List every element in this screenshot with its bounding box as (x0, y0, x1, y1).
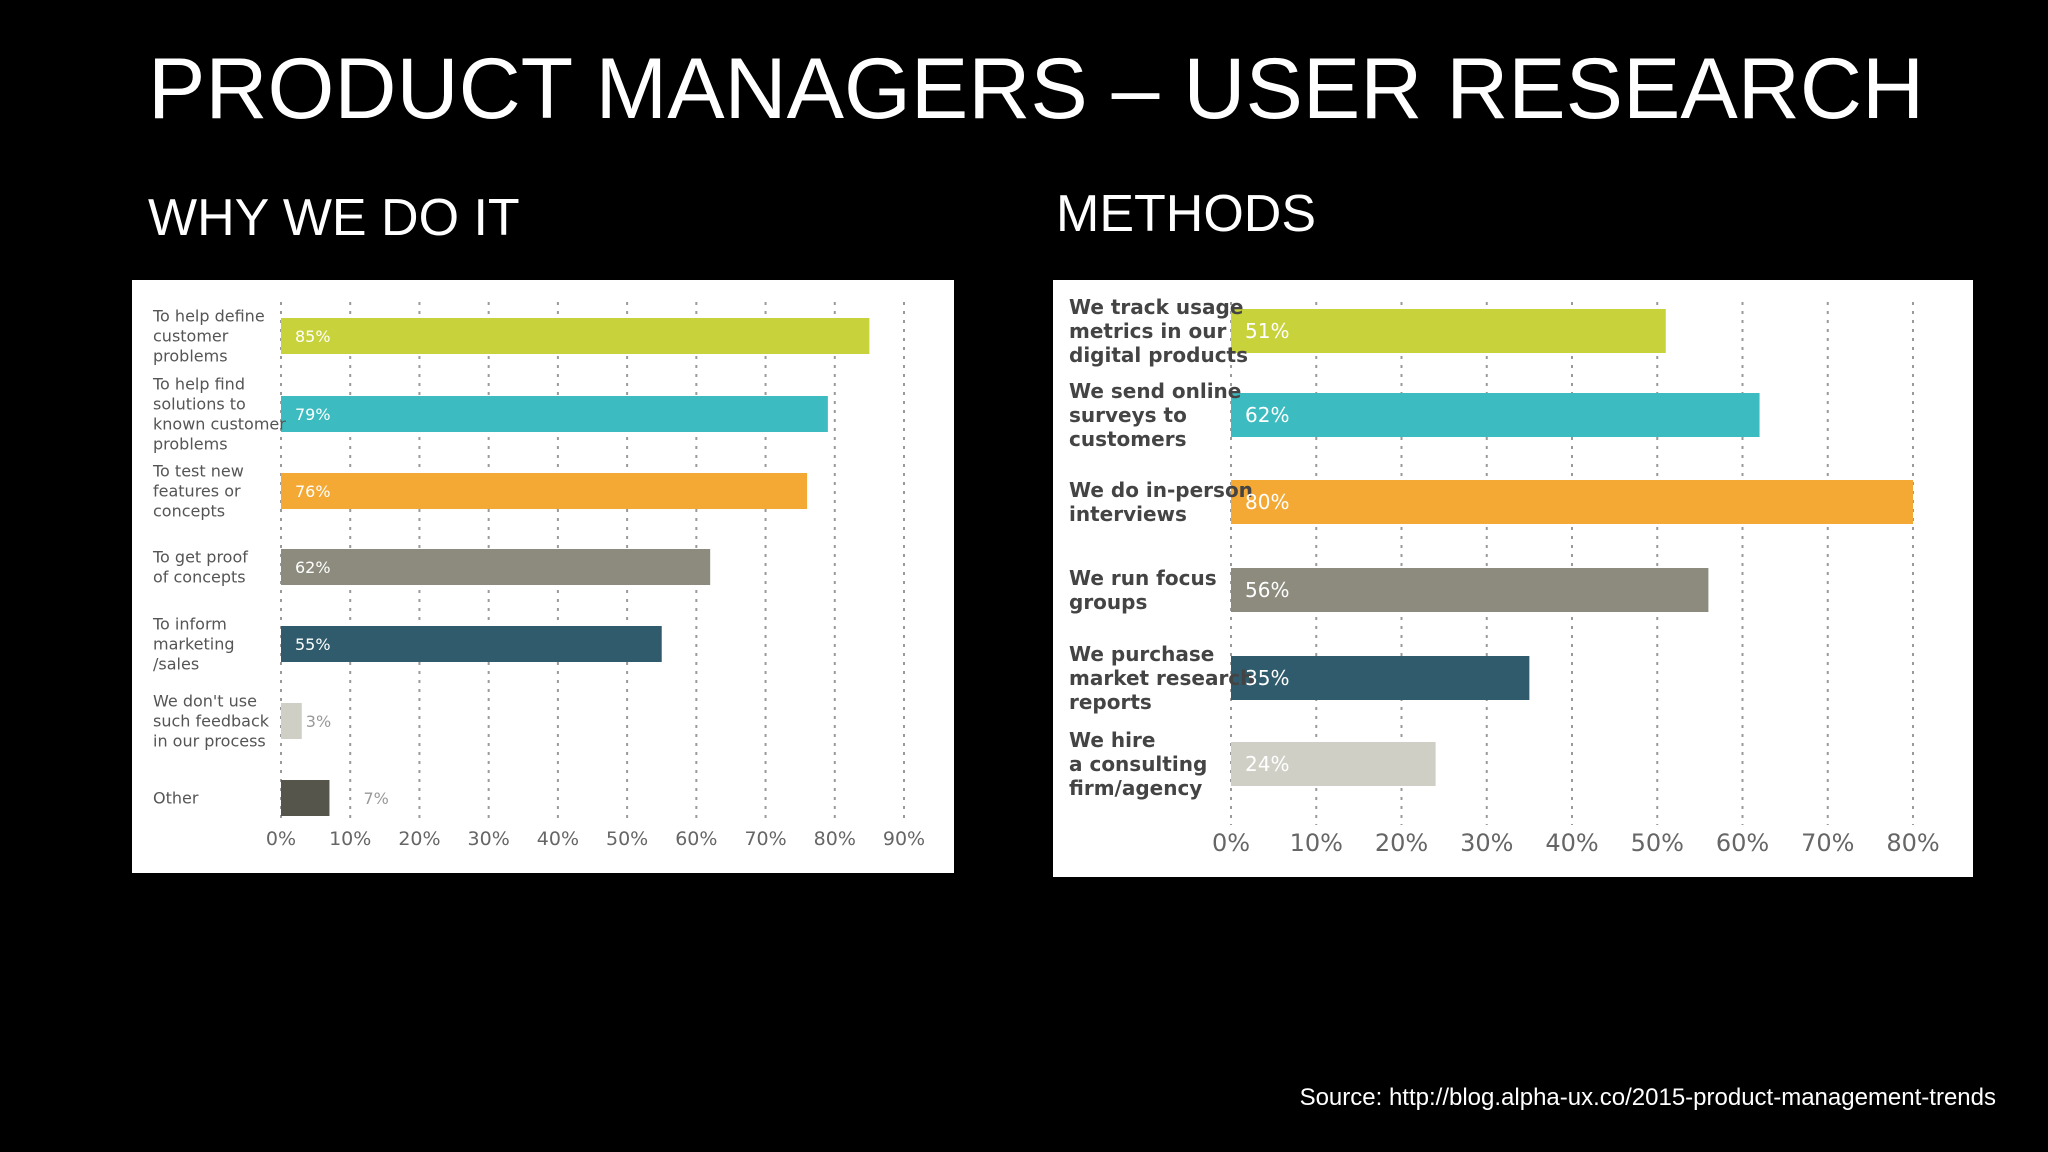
value-label: 76% (295, 482, 331, 501)
category-label: features or (153, 482, 241, 501)
bar (281, 626, 662, 662)
category-label: in our process (153, 732, 266, 751)
bar (1231, 480, 1913, 524)
category-label: Other (153, 789, 199, 808)
bar (281, 473, 808, 509)
category-label: market research (1069, 666, 1254, 690)
category-label: digital products (1069, 343, 1248, 367)
category-label: surveys to (1069, 403, 1187, 427)
category-label: problems (153, 435, 228, 454)
category-label: We track usage (1069, 295, 1243, 319)
x-tick-label: 60% (1716, 829, 1769, 857)
bar (1231, 309, 1666, 353)
category-label: To help define (152, 307, 265, 326)
category-label: a consulting (1069, 752, 1207, 776)
x-tick-label: 80% (1886, 829, 1939, 857)
bar (1231, 393, 1760, 437)
x-tick-label: 50% (606, 828, 648, 850)
methods-bar-chart: 0% 10% 20% 30% 40% 50% 60% 70% 80% We track usage… (1069, 295, 1940, 857)
x-tick-label: 70% (1801, 829, 1854, 857)
bar (281, 318, 870, 354)
bar (281, 396, 828, 432)
category-label: problems (153, 347, 228, 366)
x-tick-label: 30% (468, 828, 510, 850)
why-bar-chart: 0% 10% 20% 30% 40% 50% 60% 70% 80% 90% To help def… (152, 302, 925, 850)
category-label: We do in-person (1069, 478, 1253, 502)
category-label: such feedback (153, 712, 270, 731)
bar (281, 549, 711, 585)
value-label: 24% (1245, 752, 1289, 776)
x-tick-label: 20% (1375, 829, 1428, 857)
source-note: Source: http://blog.alpha-ux.co/2015-pro… (1299, 1084, 1996, 1111)
x-tick-label: 0% (1212, 829, 1250, 857)
category-label: of concepts (153, 568, 246, 587)
value-label: 80% (1245, 490, 1289, 514)
category-label: interviews (1069, 502, 1187, 526)
value-label: 56% (1245, 578, 1289, 602)
value-label: 62% (295, 558, 331, 577)
value-label: 62% (1245, 403, 1289, 427)
slide-title: PRODUCT MANAGERS – USER RESEARCH (148, 41, 1925, 137)
x-tick-label: 20% (398, 828, 440, 850)
x-tick-label: 0% (266, 828, 296, 850)
x-tick-label: 80% (814, 828, 856, 850)
value-label: 51% (1245, 319, 1289, 343)
category-label: marketing (153, 635, 235, 654)
bar (1231, 742, 1436, 786)
x-tick-label: 10% (329, 828, 371, 850)
category-label: We don't use (153, 692, 257, 711)
bar (281, 703, 302, 739)
category-label: concepts (153, 502, 225, 521)
category-label: We hire (1069, 728, 1155, 752)
category-label: known customer (153, 415, 286, 434)
right-section-heading: METHODS (1056, 185, 1316, 243)
x-tick-label: 60% (675, 828, 717, 850)
category-label: To inform (152, 615, 227, 634)
x-tick-label: 90% (883, 828, 925, 850)
category-label: customers (1069, 427, 1186, 451)
value-label: 7% (363, 789, 388, 808)
category-label: /sales (153, 655, 199, 674)
category-label: firm/agency (1069, 776, 1202, 800)
x-tick-label: 10% (1290, 829, 1343, 857)
bar (1231, 568, 1709, 612)
category-label: metrics in our (1069, 319, 1226, 343)
category-label: To test new (152, 462, 244, 481)
x-tick-label: 40% (537, 828, 579, 850)
x-tick-label: 70% (744, 828, 786, 850)
category-label: To get proof (152, 548, 248, 567)
left-section-heading: WHY WE DO IT (148, 189, 520, 247)
value-label: 3% (306, 712, 331, 731)
category-label: solutions to (153, 395, 246, 414)
value-label: 85% (295, 327, 331, 346)
category-label: customer (153, 327, 229, 346)
bar (1231, 656, 1530, 700)
value-label: 35% (1245, 666, 1289, 690)
x-tick-label: 30% (1460, 829, 1513, 857)
category-label: We run focus (1069, 566, 1217, 590)
x-tick-label: 40% (1545, 829, 1598, 857)
value-label: 55% (295, 635, 331, 654)
category-label: reports (1069, 690, 1152, 714)
category-label: To help find (152, 375, 245, 394)
category-label: We send online (1069, 379, 1241, 403)
category-label: We purchase (1069, 642, 1214, 666)
value-label: 79% (295, 405, 331, 424)
x-tick-label: 50% (1631, 829, 1684, 857)
bar (281, 780, 330, 816)
methods-chart-panel: 0% 10% 20% 30% 40% 50% 60% 70% 80% We track usage… (1053, 280, 1973, 877)
category-label: groups (1069, 590, 1147, 614)
why-chart-panel: 0% 10% 20% 30% 40% 50% 60% 70% 80% 90% To help def… (132, 280, 954, 873)
